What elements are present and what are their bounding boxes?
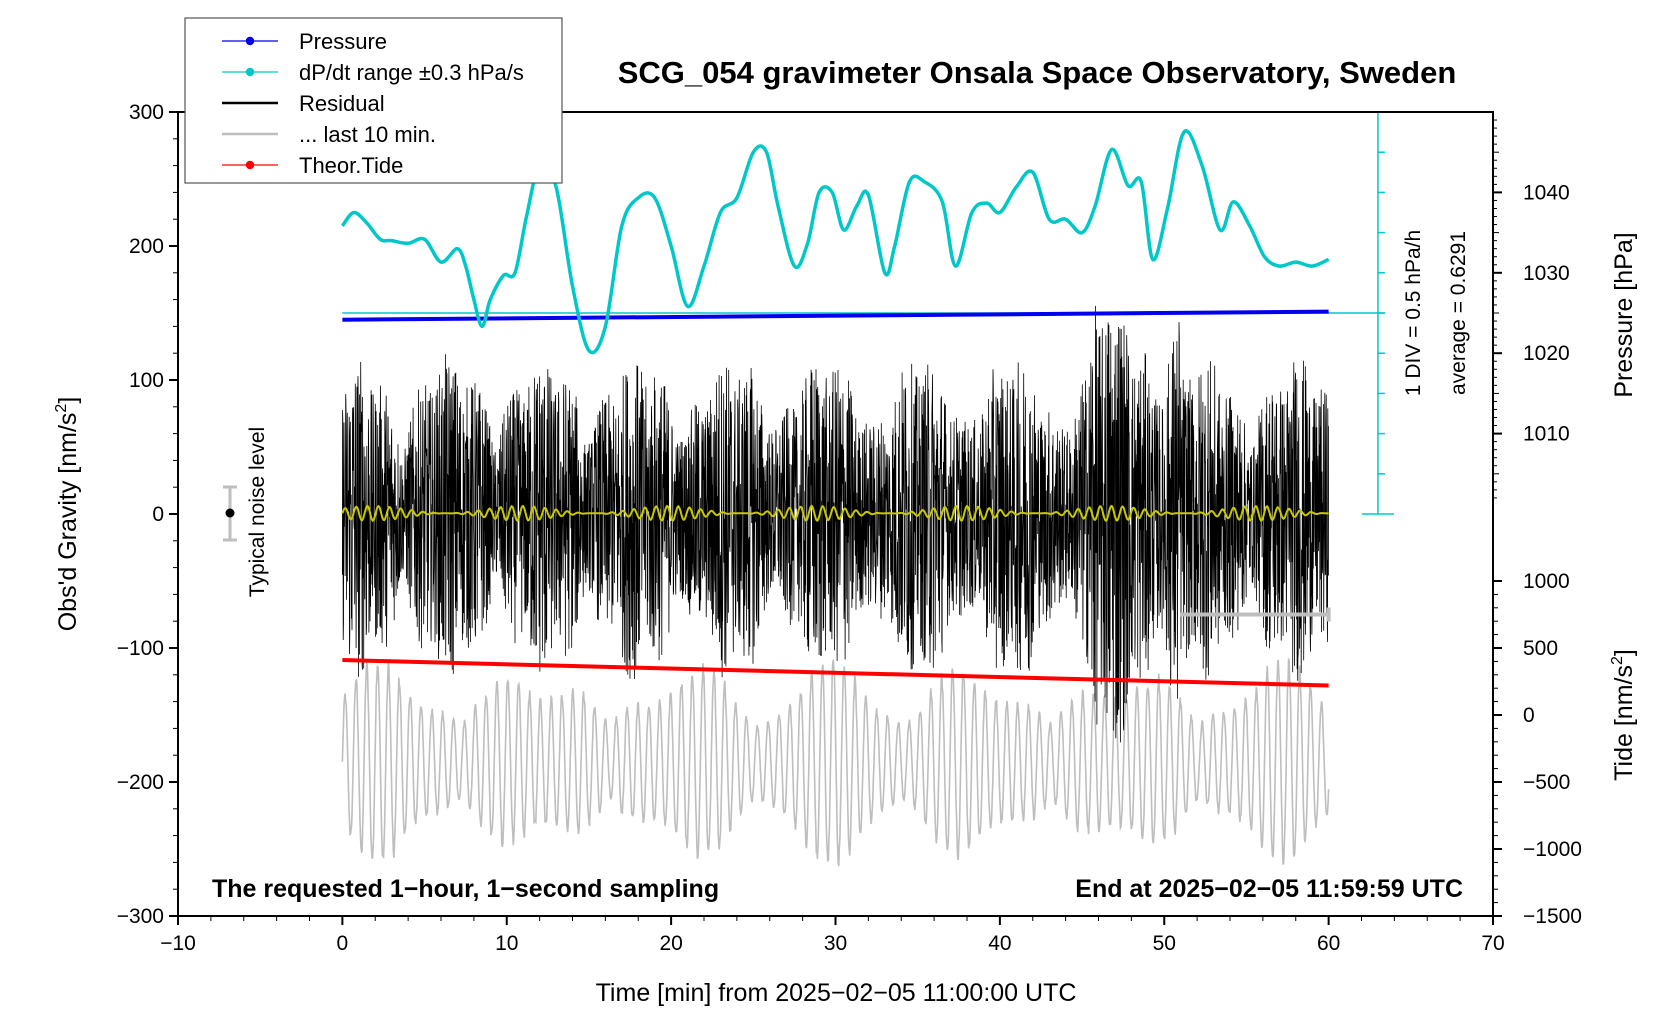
x-axis-ticks: −10 0 10 20 30 40 50 60 70 bbox=[160, 916, 1505, 955]
data-traces bbox=[340, 112, 1394, 867]
legend-box bbox=[184, 17, 563, 184]
dpdt-curve bbox=[340, 129, 1330, 355]
x-tick-label: 30 bbox=[824, 932, 847, 955]
chart-title: SCG_054 gravimeter Onsala Space Observat… bbox=[618, 55, 1457, 90]
tide-tick-label: −1000 bbox=[1523, 838, 1582, 861]
y-axis-ticks: 300 200 100 0 −100 −200 −300 bbox=[117, 101, 178, 928]
legend-label: Theor.Tide bbox=[299, 153, 403, 178]
tide-tick-label: 500 bbox=[1523, 637, 1558, 660]
x-axis-label: Time [min] from 2025−02−05 11:00:00 UTC bbox=[596, 979, 1077, 1007]
noise-bar-center-dot bbox=[225, 508, 235, 518]
tide-axis-label-text: Tide [nm/s bbox=[1610, 665, 1638, 781]
tide-axis-ticks: 1000 500 0 −500 −1000 −1500 bbox=[1493, 570, 1582, 928]
x-tick-label: 70 bbox=[1481, 932, 1504, 955]
legend-marker bbox=[245, 160, 255, 170]
y-axis-label-left-sup: 2 bbox=[53, 404, 70, 413]
noise-level-label: Typical noise level bbox=[246, 427, 269, 597]
residual-trace bbox=[342, 305, 1329, 743]
dpdt-average-label: average = 0.6291 bbox=[1447, 231, 1470, 395]
y-tick-label: −300 bbox=[117, 905, 164, 928]
tide-axis-label-sup: 2 bbox=[1609, 656, 1626, 665]
tide-tick-label: 0 bbox=[1523, 704, 1535, 727]
legend-label: ... last 10 min. bbox=[299, 122, 436, 147]
legend-label: Residual bbox=[299, 91, 385, 116]
legend-label: dP/dt range ±0.3 hPa/s bbox=[299, 60, 524, 85]
x-tick-label: 50 bbox=[1153, 932, 1176, 955]
y-tick-label: −200 bbox=[117, 771, 164, 794]
legend-label: Pressure bbox=[299, 29, 387, 54]
tide-axis-label-end: ] bbox=[1610, 649, 1638, 656]
pressure-tick-label: 1040 bbox=[1523, 181, 1570, 204]
y-tick-label: 200 bbox=[129, 235, 164, 258]
y-tick-label: 0 bbox=[152, 503, 164, 526]
pressure-axis-label: Pressure [hPa] bbox=[1610, 232, 1638, 397]
tide-tick-label: −500 bbox=[1523, 771, 1570, 794]
y-tick-label: 300 bbox=[129, 101, 164, 124]
y-tick-label: −100 bbox=[117, 637, 164, 660]
tide-tick-label: −1500 bbox=[1523, 905, 1582, 928]
theoretical-tide-line bbox=[342, 658, 1329, 688]
tide-axis-label: Tide [nm/s2] bbox=[1609, 649, 1638, 781]
x-tick-label: 60 bbox=[1317, 932, 1340, 955]
legend-items: Pressure dP/dt range ±0.3 hPa/s Residual..… bbox=[222, 29, 524, 178]
x-tick-label: −10 bbox=[160, 932, 196, 955]
residual-smoothed-trace bbox=[341, 504, 1329, 523]
y-tick-label: 100 bbox=[129, 369, 164, 392]
x-tick-label: 10 bbox=[495, 932, 518, 955]
dpdt-div-label: 1 DIV = 0.5 hPa/h bbox=[1402, 230, 1425, 396]
x-tick-label: 40 bbox=[988, 932, 1011, 955]
legend-marker bbox=[245, 36, 255, 46]
pressure-axis-ticks: 1040 1030 1020 1010 bbox=[1493, 119, 1570, 499]
tide-grey-trace bbox=[341, 658, 1330, 867]
x-tick-label: 20 bbox=[659, 932, 682, 955]
x-tick-label: 0 bbox=[337, 932, 349, 955]
end-time-note: End at 2025−02−05 11:59:59 UTC bbox=[1075, 875, 1463, 903]
legend-marker bbox=[245, 67, 255, 77]
pressure-tick-label: 1010 bbox=[1523, 423, 1570, 446]
legend: Pressure dP/dt range ±0.3 hPa/s Residual..… bbox=[184, 17, 563, 184]
tide-tick-label: 1000 bbox=[1523, 570, 1570, 593]
y-axis-label-left-end: ] bbox=[54, 397, 82, 404]
y-axis-label-left: Obs'd Gravity [nm/s2] bbox=[53, 397, 82, 632]
pressure-line bbox=[342, 309, 1329, 322]
sampling-note: The requested 1−hour, 1−second sampling bbox=[212, 875, 719, 903]
noise-level-indicator bbox=[223, 485, 237, 542]
y-axis-label-left-text: Obs'd Gravity [nm/s bbox=[54, 413, 82, 632]
pressure-tick-label: 1030 bbox=[1523, 262, 1570, 285]
pressure-tick-label: 1020 bbox=[1523, 342, 1570, 365]
